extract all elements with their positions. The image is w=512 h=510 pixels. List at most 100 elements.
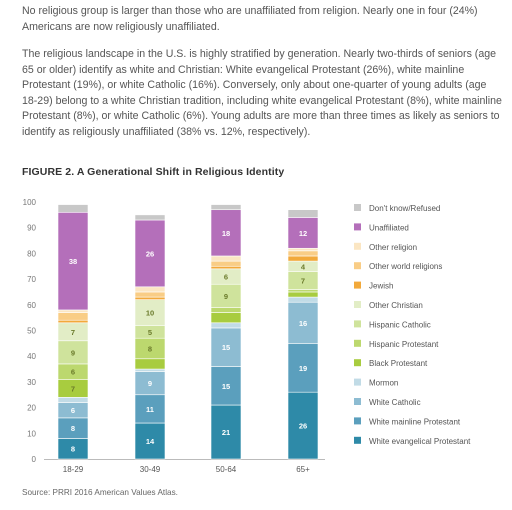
data-label: 7 (301, 276, 305, 285)
data-label: 38 (69, 257, 77, 266)
intro-paragraph-1: No religious group is larger than those … (22, 5, 478, 33)
bar-segment (210, 209, 242, 257)
bar-segment (210, 312, 242, 324)
y-tick-label: 70 (27, 275, 36, 284)
data-label: 6 (71, 406, 75, 415)
bar-segment (210, 322, 242, 329)
x-tick-label: 50-64 (216, 465, 237, 474)
legend-label: Jewish (369, 282, 393, 291)
legend-swatch (354, 262, 361, 270)
bar-segment (134, 219, 166, 288)
bar-segment (210, 255, 242, 262)
bar-segment (287, 343, 319, 393)
legend-swatch (354, 223, 361, 231)
y-tick-label: 20 (27, 404, 36, 413)
bar-segment (287, 291, 319, 298)
legend-swatch (354, 320, 361, 328)
legend-label: Other Christian (369, 301, 423, 310)
bar-segment (134, 214, 166, 221)
legend-swatch (354, 417, 361, 425)
data-label: 8 (71, 424, 75, 433)
data-label: 15 (222, 343, 230, 352)
bar-segment (287, 296, 319, 303)
x-tick-label: 18-29 (63, 465, 84, 474)
y-tick-label: 10 (27, 429, 36, 438)
y-tick-label: 90 (27, 224, 36, 233)
data-label: 10 (146, 309, 154, 318)
data-label: 21 (222, 428, 230, 437)
data-label: 4 (301, 262, 306, 271)
data-label: 18 (222, 229, 230, 238)
legend-label: Hispanic Protestant (369, 340, 439, 349)
data-label: 6 (71, 368, 75, 377)
bar-segment (210, 265, 242, 270)
data-label: 7 (71, 384, 75, 393)
data-label: 8 (148, 344, 152, 353)
bar-segment (210, 404, 242, 460)
y-tick-label: 0 (32, 455, 37, 464)
legend-label: Other world religions (369, 262, 442, 271)
bar-segment (287, 289, 319, 293)
x-tick-label: 30-49 (140, 465, 161, 474)
legend-label: Hispanic Catholic (369, 320, 431, 329)
bar-segment (287, 255, 319, 262)
data-label: 26 (146, 249, 154, 258)
legend-swatch (354, 301, 361, 308)
bar-segment (134, 368, 166, 372)
bar-segment (287, 209, 319, 218)
legend-label: Black Protestant (369, 359, 428, 368)
legend-swatch (354, 436, 361, 444)
data-label: 16 (299, 319, 307, 328)
bar-segment (134, 358, 166, 370)
data-label: 9 (224, 292, 228, 301)
bar-segment (210, 327, 242, 367)
intro-paragraph-2: The religious landscape in the U.S. is h… (22, 48, 502, 138)
legend-label: White Catholic (369, 398, 421, 407)
data-label: 6 (224, 273, 228, 282)
data-label: 9 (71, 348, 75, 357)
data-label: 8 (71, 445, 75, 454)
data-label: 7 (71, 328, 75, 337)
bar-segment (57, 397, 89, 403)
data-label: 14 (146, 437, 155, 446)
bar-segment (287, 301, 319, 344)
legend-label: Don't know/Refused (369, 204, 440, 213)
legend-swatch (354, 398, 361, 405)
legend-label: White evangelical Protestant (369, 437, 471, 446)
y-tick-label: 60 (27, 301, 36, 310)
legend-swatch (354, 378, 361, 386)
data-label: 5 (148, 328, 152, 337)
bar-segment (134, 291, 166, 298)
bar-segment (134, 296, 166, 300)
bar-segment (210, 260, 242, 267)
legend-swatch (354, 339, 361, 347)
source-note: Source: PRRI 2016 American Values Atlas. (22, 488, 178, 497)
data-label: 19 (299, 364, 307, 373)
legend-swatch (354, 281, 361, 289)
bar-segment (134, 286, 166, 293)
bar-segment (287, 250, 319, 257)
bar-segment (57, 312, 89, 321)
legend-label: Mormon (369, 379, 398, 388)
legend-swatch (354, 204, 361, 211)
data-label: 9 (148, 379, 152, 388)
bar-segment (57, 319, 89, 324)
legend-swatch (354, 242, 361, 250)
data-label: 11 (146, 405, 154, 414)
y-tick-label: 80 (27, 249, 36, 258)
y-tick-label: 30 (27, 378, 36, 387)
bar-segment (287, 247, 319, 252)
x-tick-label: 65+ (296, 465, 310, 474)
bar-segment (210, 204, 242, 211)
data-label: 26 (299, 422, 307, 431)
legend-label: Other religion (369, 243, 417, 252)
bar-segment (210, 307, 242, 313)
y-tick-label: 40 (27, 352, 36, 361)
bar-segment (134, 299, 166, 326)
legend-swatch (354, 359, 361, 367)
bar-segment (287, 217, 319, 249)
y-tick-label: 100 (23, 198, 37, 207)
data-label: 15 (222, 382, 230, 391)
legend-label: Unaffiliated (369, 223, 409, 232)
